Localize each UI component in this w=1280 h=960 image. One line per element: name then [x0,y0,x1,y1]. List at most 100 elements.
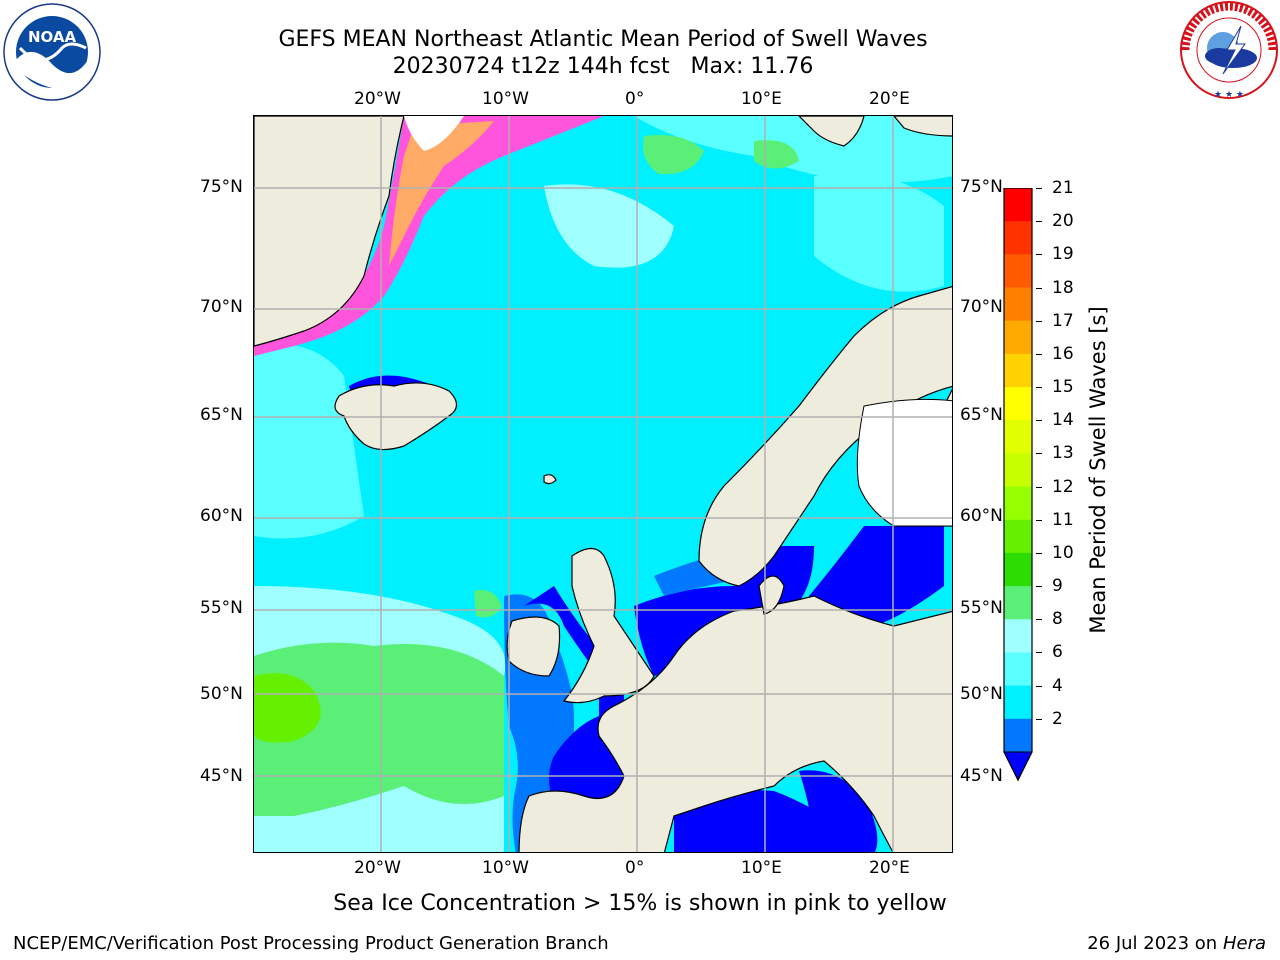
colorbar-band [1004,619,1032,653]
colorbar-tick-mark [1036,287,1042,289]
colorbar-band [1004,287,1032,322]
colorbar-band [1004,353,1032,388]
colorbar-tick-label: 6 [1052,642,1063,663]
colorbar-tick-label: 12 [1052,476,1074,497]
colorbar-band [1004,453,1032,488]
lat-tick-right: 60°N [960,506,1003,526]
iceland [334,382,458,451]
colorbar-tick-mark [1036,188,1042,189]
colorbar-tick-mark [1036,387,1042,389]
colorbar-tick-label: 18 [1052,277,1074,298]
lat-tick-left: 45°N [200,766,243,786]
colorbar-tick-label: 2 [1052,708,1063,729]
swell-region-7s [254,344,364,539]
lon-tick-top: 10°E [741,89,782,109]
lat-tick-left: 50°N [200,684,243,704]
colorbar-tick-label: 10 [1052,542,1074,563]
chart-title: GEFS MEAN Northeast Atlantic Mean Period… [278,27,928,52]
colorbar-tick-label: 21 [1052,178,1074,198]
noaa-logo: NOAA [2,2,102,102]
footer-host: Hera [1222,933,1266,954]
footer-date: 26 Jul 2023 on Hera [1087,933,1266,954]
faroe-islands [543,474,557,485]
colorbar-band [1004,221,1032,255]
colorbar-tick-label: 8 [1052,609,1063,630]
colorbar-tick-label: 17 [1052,310,1074,331]
noaa-logo-text: NOAA [28,28,77,46]
colorbar-band [1004,387,1032,421]
colorbar-underflow [1003,751,1033,782]
colorbar-tick-mark [1036,519,1042,521]
colorbar-title: Mean Period of Swell Waves [s] [1086,306,1110,634]
lon-tick-top: 10°W [482,89,529,109]
ireland [506,616,561,677]
colorbar-tick-label: 14 [1052,410,1074,431]
lon-tick-bottom: 10°E [741,858,782,878]
swell-period-map[interactable] [253,115,953,853]
colorbar-band [1004,254,1032,289]
lat-tick-left: 65°N [200,405,243,425]
colorbar-band [1004,552,1032,587]
lat-tick-right: 75°N [960,177,1003,197]
colorbar [1000,187,1036,783]
lon-tick-bottom: 10°W [482,858,529,878]
colorbar-tick-mark [1036,619,1042,621]
colorbar-tick-mark [1036,453,1042,455]
mediterranean-low-period [674,790,854,852]
colorbar-outline [1003,187,1033,782]
colorbar-tick-mark [1036,685,1042,687]
greenland [254,116,405,347]
colorbar-tick-mark [1036,353,1042,355]
footer-date-text: 26 Jul 2023 on [1087,933,1223,954]
lon-tick-top: 20°E [869,89,910,109]
colorbar-tick-label: 15 [1052,377,1074,398]
sea-ice-caption: Sea Ice Concentration > 15% is shown in … [333,891,947,916]
svalbard [798,116,865,147]
lat-tick-right: 65°N [960,405,1003,425]
svalbard-east [893,116,952,137]
colorbar-band [1004,519,1032,554]
swell-region-9s [254,642,504,816]
footer-credit: NCEP/EMC/Verification Post Processing Pr… [13,933,609,954]
lat-tick-right: 45°N [960,766,1003,786]
lat-tick-right: 55°N [960,598,1003,618]
lon-tick-top: 20°W [354,89,401,109]
colorbar-tick-label: 13 [1052,443,1074,464]
colorbar-band [1004,652,1032,687]
map-canvas [254,116,952,852]
svg-text:★ ★ ★: ★ ★ ★ [1214,90,1244,100]
lat-tick-right: 70°N [960,297,1003,317]
land-masses [254,116,952,852]
gulf-of-bothnia [856,398,952,527]
swell-region-9s [643,135,704,175]
colorbar-tick-mark [1036,221,1042,223]
colorbar-band [1004,420,1032,454]
great-britain [562,547,655,704]
lon-tick-top: 0° [625,89,645,109]
baltic-low-period [809,526,944,626]
lat-tick-left: 55°N [200,598,243,618]
graticule [254,116,952,852]
no-data-area [404,116,464,151]
lon-tick-bottom: 20°E [869,858,910,878]
colorbar-scale [1003,187,1033,782]
colorbar-tick-mark [1036,420,1042,422]
swell-region-2s [524,586,624,806]
lon-tick-bottom: 0° [625,858,645,878]
colorbar-tick-label: 20 [1052,211,1074,232]
colorbar-tick-mark [1036,586,1042,588]
lon-tick-bottom: 20°W [354,858,401,878]
swell-region-8s [544,184,674,268]
colorbar-tick-mark [1036,254,1042,256]
colorbar-tick-label: 4 [1052,675,1063,696]
colorbar-band [1004,486,1032,521]
colorbar-band [1004,586,1032,620]
colorbar-tick-label: 9 [1052,576,1063,597]
nws-logo: ★ ★ ★ [1179,0,1279,100]
colorbar-band [1004,685,1032,720]
colorbar-tick-label: 19 [1052,244,1074,265]
colorbar-band [1004,188,1032,222]
lat-tick-left: 60°N [200,506,243,526]
colorbar-band [1004,320,1032,355]
colorbar-tick-mark [1036,552,1042,554]
